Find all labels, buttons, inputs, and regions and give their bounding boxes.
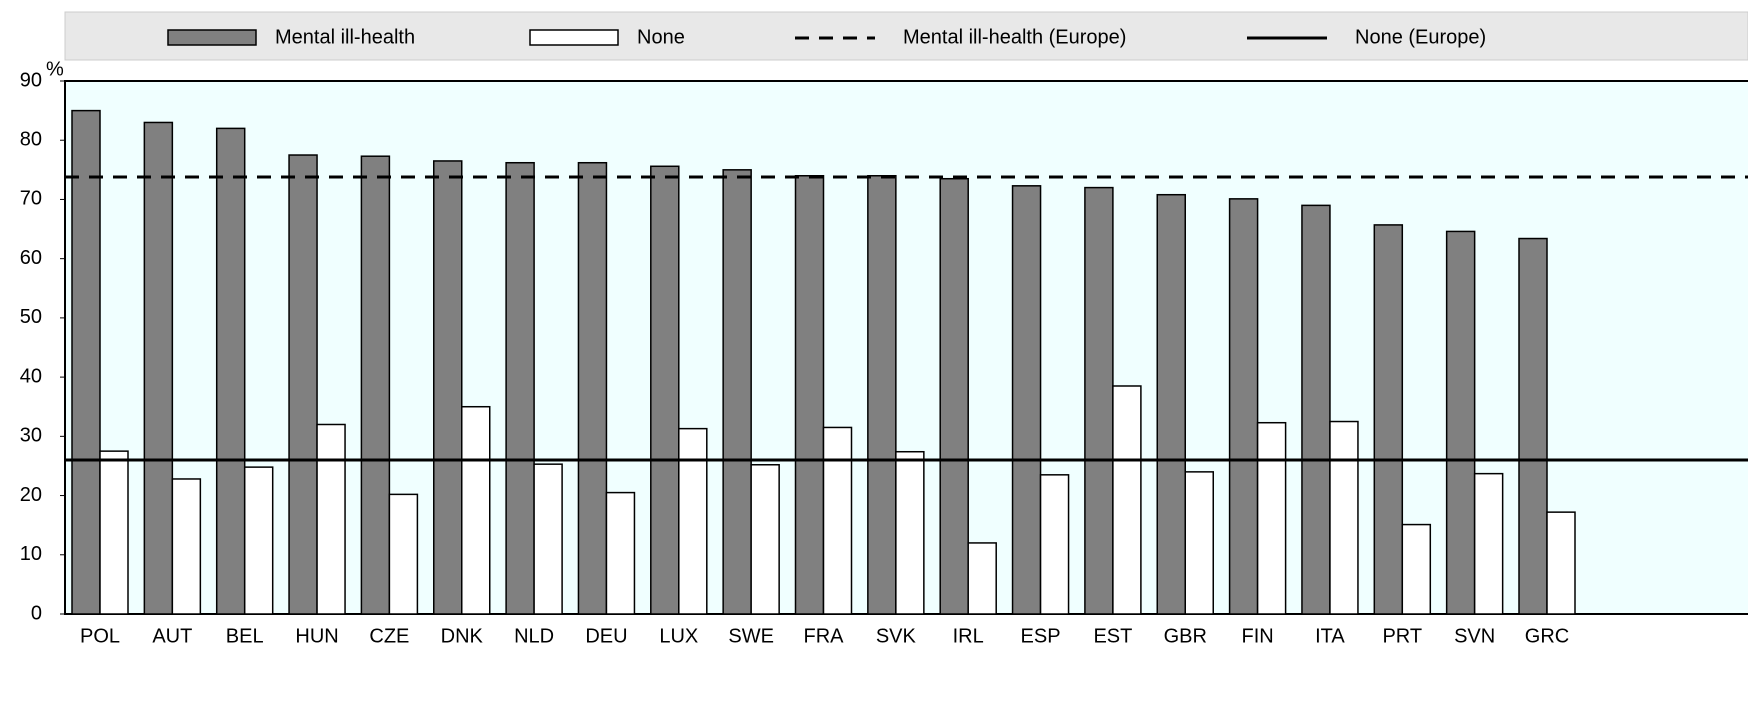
bar: [967, 542, 997, 615]
x-tick-label: DEU: [585, 625, 627, 647]
bar: [1546, 511, 1576, 615]
y-tick-label: 60: [20, 247, 42, 269]
bar: [605, 491, 636, 615]
bar: [433, 160, 463, 615]
y-tick-label: 70: [20, 188, 42, 210]
bar: [577, 161, 608, 615]
y-tick-label: 0: [31, 602, 42, 624]
bar: [794, 175, 825, 615]
y-tick-label: 20: [20, 484, 42, 506]
bar: [650, 165, 680, 615]
y-tick-label: 50: [20, 306, 42, 328]
bar: [71, 109, 101, 615]
bar: [1373, 224, 1404, 615]
bar: [143, 121, 174, 615]
bar: [316, 423, 346, 615]
y-axis-label: %: [46, 58, 64, 80]
bar: [822, 426, 853, 615]
legend-swatch: [529, 29, 619, 46]
x-tick-label: CZE: [369, 625, 409, 647]
bar: [1011, 185, 1042, 615]
x-tick-label: AUT: [152, 625, 192, 647]
x-tick-label: LUX: [659, 625, 698, 647]
bar: [1401, 523, 1432, 615]
bar: [360, 155, 391, 615]
bar: [243, 466, 274, 615]
bar: [1445, 230, 1476, 615]
x-tick-label: GBR: [1164, 625, 1207, 647]
x-tick-label: NLD: [514, 625, 554, 647]
bar: [867, 175, 897, 615]
y-tick-label: 80: [20, 129, 42, 151]
bar: [215, 127, 246, 615]
x-tick-label: GRC: [1525, 625, 1569, 647]
x-tick-label: EST: [1093, 625, 1132, 647]
legend: [64, 11, 1748, 61]
bar: [1518, 237, 1548, 615]
bar: [1112, 385, 1142, 615]
y-tick-label: 30: [20, 425, 42, 447]
bar: [678, 427, 708, 615]
y-tick-label: 40: [20, 365, 42, 387]
bar: [171, 478, 202, 615]
y-tick-label: 90: [20, 69, 42, 91]
x-tick-label: POL: [80, 625, 120, 647]
x-tick-label: SVK: [876, 625, 917, 647]
bar: [388, 493, 419, 615]
x-tick-label: ESP: [1021, 625, 1061, 647]
bar: [288, 154, 318, 615]
bar: [99, 450, 129, 615]
bar: [1228, 198, 1259, 615]
x-tick-label: HUN: [295, 625, 338, 647]
bar: [939, 177, 969, 615]
bar: [1329, 420, 1359, 615]
bar: [461, 405, 491, 615]
bar: [1084, 186, 1114, 615]
bar: [1301, 204, 1331, 615]
x-tick-label: BEL: [226, 625, 264, 647]
legend-label: None: [637, 26, 685, 48]
bar: [1156, 193, 1186, 615]
legend-label: Mental ill-health (Europe): [903, 26, 1126, 48]
bar: [505, 161, 535, 615]
bar: [1473, 472, 1504, 615]
y-tick-label: 10: [20, 543, 42, 565]
bar: [1256, 421, 1287, 615]
legend-label: None (Europe): [1355, 26, 1486, 48]
legend-swatch: [167, 29, 257, 46]
bar: [533, 463, 563, 615]
x-tick-label: SWE: [728, 625, 774, 647]
legend-label: Mental ill-health: [275, 26, 415, 48]
bar: [895, 450, 925, 615]
x-tick-label: PRT: [1382, 625, 1422, 647]
x-tick-label: SVN: [1454, 625, 1495, 647]
x-tick-label: DNK: [441, 625, 484, 647]
bar: [1184, 471, 1214, 615]
bar: [722, 169, 752, 615]
x-tick-label: ITA: [1315, 625, 1345, 647]
bar: [1039, 474, 1070, 615]
bar: [750, 464, 780, 615]
x-tick-label: FRA: [804, 625, 845, 647]
x-tick-label: IRL: [953, 625, 984, 647]
x-tick-label: FIN: [1241, 625, 1273, 647]
